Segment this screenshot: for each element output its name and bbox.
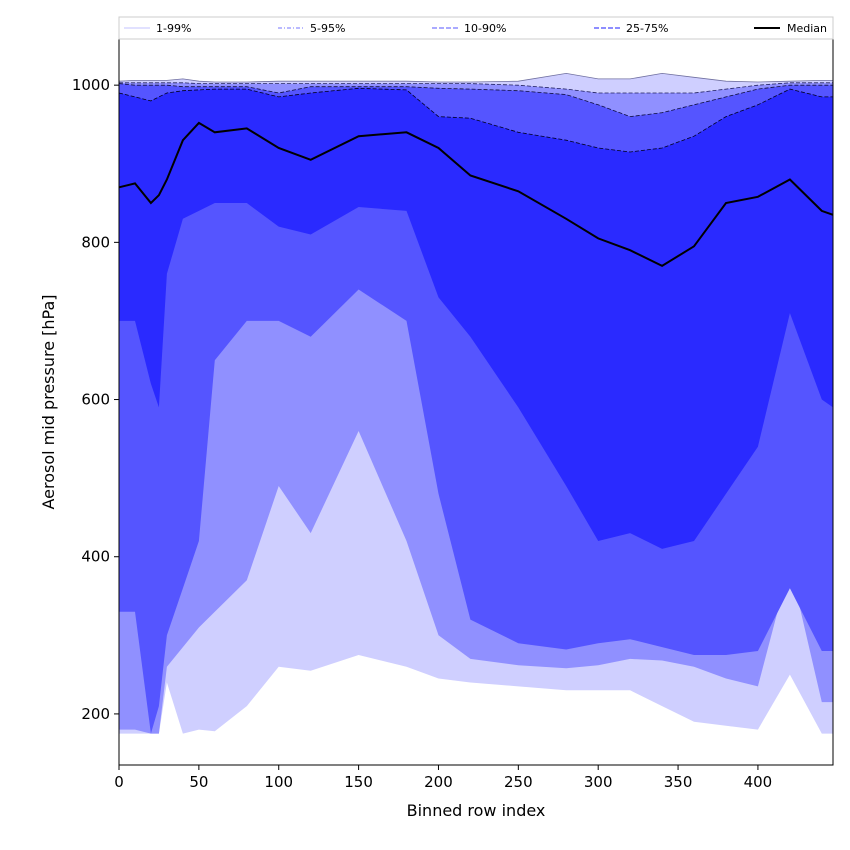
band-25-75-area (119, 88, 833, 549)
y-axis-label: Aerosol mid pressure [hPa] (39, 294, 58, 509)
band-25-75-upper-edge (118, 87, 833, 153)
legend-label: 1-99% (156, 22, 191, 35)
legend-box (118, 16, 834, 40)
y-tick-label: 1000 (72, 76, 110, 94)
x-tick-label: 300 (584, 773, 613, 791)
x-tick-label: 50 (189, 773, 208, 791)
x-tick-label: 250 (504, 773, 533, 791)
x-tick-label: 0 (114, 773, 124, 791)
legend-label: 5-95% (310, 22, 345, 35)
legend-label: 10-90% (464, 22, 506, 35)
legend: 1-99% 5-95% 10-90% 25-75% Median (118, 16, 834, 40)
x-tick-label: 100 (264, 773, 293, 791)
median-line (118, 121, 834, 268)
legend-label: 25-75% (626, 22, 668, 35)
y-tick-label: 800 (81, 233, 110, 251)
y-tick-label: 600 (81, 391, 110, 409)
band-1-99-upper-edge (118, 72, 833, 83)
band-5-95-upper-edge (119, 82, 833, 94)
x-tick-label: 200 (424, 773, 453, 791)
legend-label: Median (787, 22, 827, 35)
x-axis-label: Binned row index (407, 801, 546, 820)
x-tick-label: 150 (344, 773, 373, 791)
plot-area (118, 38, 834, 765)
band-10-90-upper-edge (118, 83, 833, 118)
y-tick-label: 200 (81, 705, 110, 723)
y-tick-label: 400 (81, 548, 110, 566)
x-tick-label: 400 (744, 773, 773, 791)
x-tick-label: 350 (664, 773, 693, 791)
